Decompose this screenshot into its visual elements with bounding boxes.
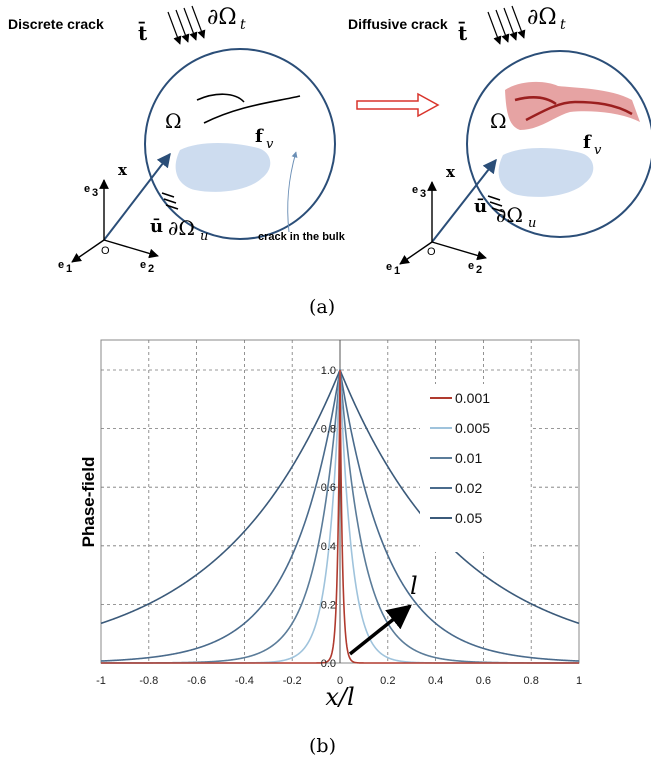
y-tick-label: 0.0 (321, 658, 336, 670)
data-series (100, 367, 580, 664)
length-scale-arrow (348, 604, 412, 656)
diffuse-crack-band (505, 81, 640, 130)
y-tick-label: 1.0 (321, 365, 336, 377)
x-tick-label: 0 (337, 675, 343, 687)
traction-arrows-right (487, 5, 526, 45)
body-force-label: f (255, 126, 264, 147)
e3-subscript-right: 3 (420, 188, 426, 200)
e2-subscript: 2 (148, 263, 154, 275)
x-tick-label: -1 (96, 675, 106, 687)
coordinate-axes-right (399, 181, 487, 265)
e2-label-right: e (468, 260, 474, 272)
diffusive-crack-diagram: Diffusive crack t̄ ∂Ω t Ω f v x ū ∂Ω u (348, 5, 651, 277)
domain-label-right: Ω (490, 109, 507, 133)
position-vector (103, 152, 171, 241)
y-tick-label: 0.8 (321, 424, 336, 436)
boundary-u-label: ∂Ω (168, 216, 195, 240)
traction-label: t̄ (138, 20, 148, 45)
legend-background (420, 384, 530, 552)
domain-boundary-circle (144, 48, 336, 240)
crack-line-main (203, 95, 301, 124)
series-line-0-001 (101, 369, 579, 664)
displacement-label: ū (150, 216, 163, 237)
boundary-t-subscript: t (240, 17, 246, 33)
y-tick-label: 0.4 (321, 541, 336, 553)
crack-line (196, 93, 245, 103)
x-axis-label: x/l (325, 683, 354, 711)
e1-label-right: e (386, 261, 392, 273)
boundary-t-subscript-right: t (560, 17, 566, 33)
crack-center-line (525, 100, 633, 122)
position-label: x (118, 161, 128, 179)
boundary-u-label-right: ∂Ω (496, 203, 523, 227)
e1-label: e (58, 259, 64, 271)
x-tick-label: 0.8 (524, 675, 539, 687)
x-tick-label: 0.2 (380, 675, 395, 687)
domain-label: Ω (165, 109, 182, 133)
displacement-label-right: ū (474, 196, 487, 217)
length-scale-label: l (410, 572, 418, 600)
legend-entry: 0.01 (455, 450, 482, 466)
phase-field-chart: -1 -0.8 -0.6 -0.4 -0.2 0 0.2 0.4 0.6 0.8 1 0.00.20… (79, 339, 582, 711)
e2-label: e (140, 259, 146, 271)
discrete-crack-diagram: Discrete crack t̄ ∂Ω t Ω f v crack in th… (8, 5, 346, 275)
crack-note-label: crack in the bulk (258, 231, 346, 243)
traction-label-right: t̄ (458, 20, 468, 45)
boundary-u-subscript: u (200, 229, 208, 244)
x-tick-label: -0.2 (283, 675, 302, 687)
diffusive-crack-title: Diffusive crack (348, 16, 448, 32)
e2-subscript-right: 2 (476, 264, 482, 276)
body-force-label-right: f (583, 132, 592, 153)
coordinate-axes (71, 179, 159, 263)
inclusion-region-right (498, 148, 594, 197)
legend-entry: 0.005 (455, 420, 490, 436)
legend-entry: 0.001 (455, 390, 490, 406)
y-tick-label: 0.6 (321, 482, 336, 494)
position-vector-right (431, 158, 497, 243)
x-tick-labels: -1 -0.8 -0.6 -0.4 -0.2 0 0.2 0.4 0.6 0.8 1 (96, 675, 582, 687)
origin-label: O (101, 245, 110, 257)
boundary-t-label: ∂Ω (207, 5, 237, 30)
y-axis-label: Phase-field (79, 457, 98, 548)
legend: 0.001 0.005 0.01 0.02 0.05 (420, 384, 530, 552)
boundary-u-subscript-right: u (528, 216, 536, 231)
x-tick-label: -0.4 (235, 675, 254, 687)
e3-label-right: e (412, 184, 418, 196)
x-tick-label: 1 (576, 675, 582, 687)
domain-boundary-circle-right (466, 50, 651, 238)
legend-entry: 0.02 (455, 480, 482, 496)
x-tick-label: -0.8 (139, 675, 158, 687)
traction-arrows (167, 5, 206, 45)
fixed-boundary-hatch (161, 192, 179, 210)
caption-a: (a) (309, 296, 335, 318)
e3-label: e (84, 183, 90, 195)
legend-entry: 0.05 (455, 510, 482, 526)
x-tick-label: 0.4 (428, 675, 443, 687)
inclusion-region (175, 143, 271, 192)
e1-subscript: 1 (66, 263, 72, 275)
e1-subscript-right: 1 (394, 265, 400, 277)
boundary-t-label-right: ∂Ω (527, 5, 557, 30)
fixed-boundary-hatch-right (487, 195, 505, 213)
position-label-right: x (446, 163, 456, 181)
y-tick-labels: 0.0 0.2 0.4 0.6 0.8 1.0 (321, 365, 336, 670)
transition-arrow (356, 92, 440, 118)
crack-branch-line (514, 96, 557, 106)
y-tick-label: 0.2 (321, 599, 336, 611)
x-tick-label: 0.6 (476, 675, 491, 687)
body-force-subscript-right: v (594, 143, 602, 158)
body-force-subscript: v (266, 137, 274, 152)
discrete-crack-title: Discrete crack (8, 16, 104, 32)
origin-label-right: O (427, 246, 436, 258)
crack-note-arrow (287, 151, 298, 233)
e3-subscript: 3 (92, 187, 98, 199)
caption-b: (b) (309, 735, 336, 757)
x-tick-label: -0.6 (187, 675, 206, 687)
